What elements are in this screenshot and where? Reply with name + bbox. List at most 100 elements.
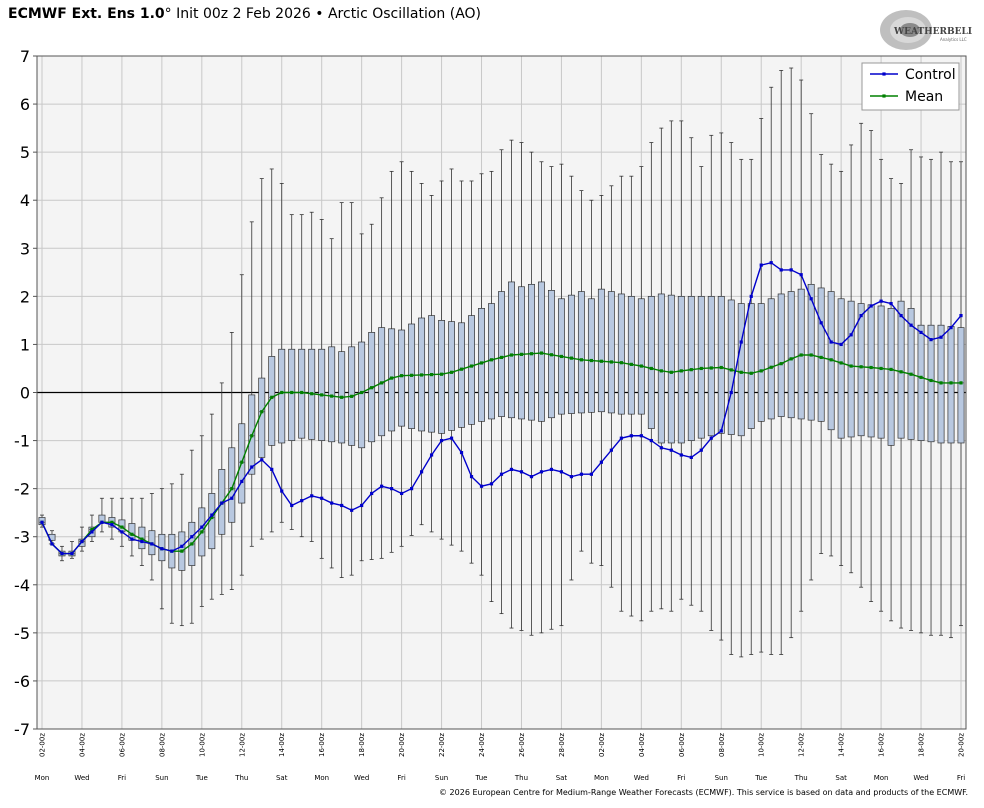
control-point <box>799 273 803 277</box>
control-point <box>230 496 234 500</box>
y-tick-label: -7 <box>14 720 30 739</box>
x-date-label: 06-00z <box>118 733 126 757</box>
copyright-credit: © 2026 European Centre for Medium-Range … <box>439 788 968 797</box>
y-tick-label: 4 <box>20 191 30 210</box>
y-tick-label: 5 <box>20 143 30 162</box>
mean-point <box>90 527 94 532</box>
control-point <box>609 448 613 452</box>
control-point <box>180 544 184 548</box>
control-point <box>629 434 633 438</box>
ensemble-box <box>727 299 735 435</box>
x-date-label: 10-00z <box>198 733 206 757</box>
mean-point <box>409 373 414 377</box>
legend-label-mean: Mean <box>905 89 943 105</box>
control-point <box>499 472 504 476</box>
control-point <box>539 470 544 474</box>
mean-point <box>869 365 873 370</box>
ensemble-box <box>807 283 815 421</box>
mean-point <box>419 373 424 377</box>
x-day-label: Mon <box>314 774 329 782</box>
mean-point <box>260 410 264 414</box>
control-point <box>150 542 154 546</box>
control-point <box>419 470 424 474</box>
y-tick-label: -1 <box>14 432 30 451</box>
mean-point <box>919 375 923 379</box>
mean-point <box>370 386 374 390</box>
mean-point <box>589 358 594 363</box>
ensemble-box <box>877 305 885 439</box>
ensemble-box <box>667 294 675 444</box>
ensemble-box <box>647 296 655 429</box>
x-date-label: 08-00z <box>718 733 726 757</box>
mean-point <box>739 370 743 374</box>
control-point <box>749 294 753 298</box>
control-point <box>360 503 364 508</box>
control-point <box>599 460 603 464</box>
ensemble-box <box>927 324 935 443</box>
mean-point <box>519 352 524 356</box>
x-day-label: Sun <box>435 774 448 782</box>
model-name: ECMWF Ext. Ens 1.0 <box>8 6 165 22</box>
mean-point <box>839 361 843 365</box>
control-point <box>949 326 953 330</box>
x-day-label: Fri <box>118 774 126 782</box>
title-bullet: • <box>315 6 324 22</box>
x-date-label: 16-00z <box>878 733 886 757</box>
mean-point <box>230 487 234 491</box>
control-point <box>130 537 134 541</box>
mean-point <box>210 515 214 520</box>
ensemble-box <box>468 315 475 425</box>
mean-point <box>539 351 544 355</box>
mean-point <box>180 549 184 553</box>
mean-point <box>340 395 344 399</box>
ensemble-box <box>847 300 855 438</box>
ensemble-box <box>707 296 715 437</box>
control-point <box>390 487 394 491</box>
control-point <box>170 549 174 553</box>
mean-point <box>310 392 314 396</box>
x-date-label: 04-00z <box>638 733 646 757</box>
mean-point <box>849 364 853 368</box>
control-point <box>340 503 344 508</box>
x-date-label: 18-00z <box>358 733 366 757</box>
control-point <box>409 487 414 491</box>
control-point <box>110 523 114 527</box>
mean-point <box>300 390 304 395</box>
ensemble-box <box>587 298 595 413</box>
x-date-label: 28-00z <box>558 733 566 757</box>
control-point <box>250 465 254 469</box>
mean-point <box>789 357 793 361</box>
control-point <box>260 458 264 462</box>
x-date-label: 02-00z <box>39 733 47 757</box>
control-point <box>90 530 94 534</box>
x-day-label: Tue <box>754 774 767 782</box>
y-tick-label: -4 <box>14 576 30 595</box>
x-date-label: 12-00z <box>798 733 806 757</box>
mean-point <box>270 395 274 399</box>
control-point <box>669 448 673 452</box>
ensemble-box <box>498 291 505 417</box>
mean-point <box>429 372 434 377</box>
y-tick-label: 0 <box>20 384 30 403</box>
control-point <box>429 453 434 457</box>
legend-marker-control <box>882 72 886 76</box>
control-point <box>200 525 204 529</box>
x-day-label: Thu <box>234 774 248 782</box>
chart-title: ECMWF Ext. Ens 1.0° Init 00z 2 Feb 2026 … <box>8 6 481 22</box>
ensemble-box <box>288 348 296 441</box>
ensemble-box <box>737 303 745 437</box>
mean-point <box>469 364 474 368</box>
ensemble-box <box>398 329 406 427</box>
x-day-label: Sat <box>835 774 847 782</box>
control-point <box>919 330 923 335</box>
control-point <box>619 436 623 440</box>
mean-point <box>140 537 144 541</box>
control-point <box>819 321 823 325</box>
control-point <box>559 470 564 474</box>
legend-label-control: Control <box>905 67 956 83</box>
control-point <box>719 429 723 433</box>
control-point <box>210 513 214 517</box>
control-point <box>290 503 294 508</box>
control-point <box>929 338 933 342</box>
